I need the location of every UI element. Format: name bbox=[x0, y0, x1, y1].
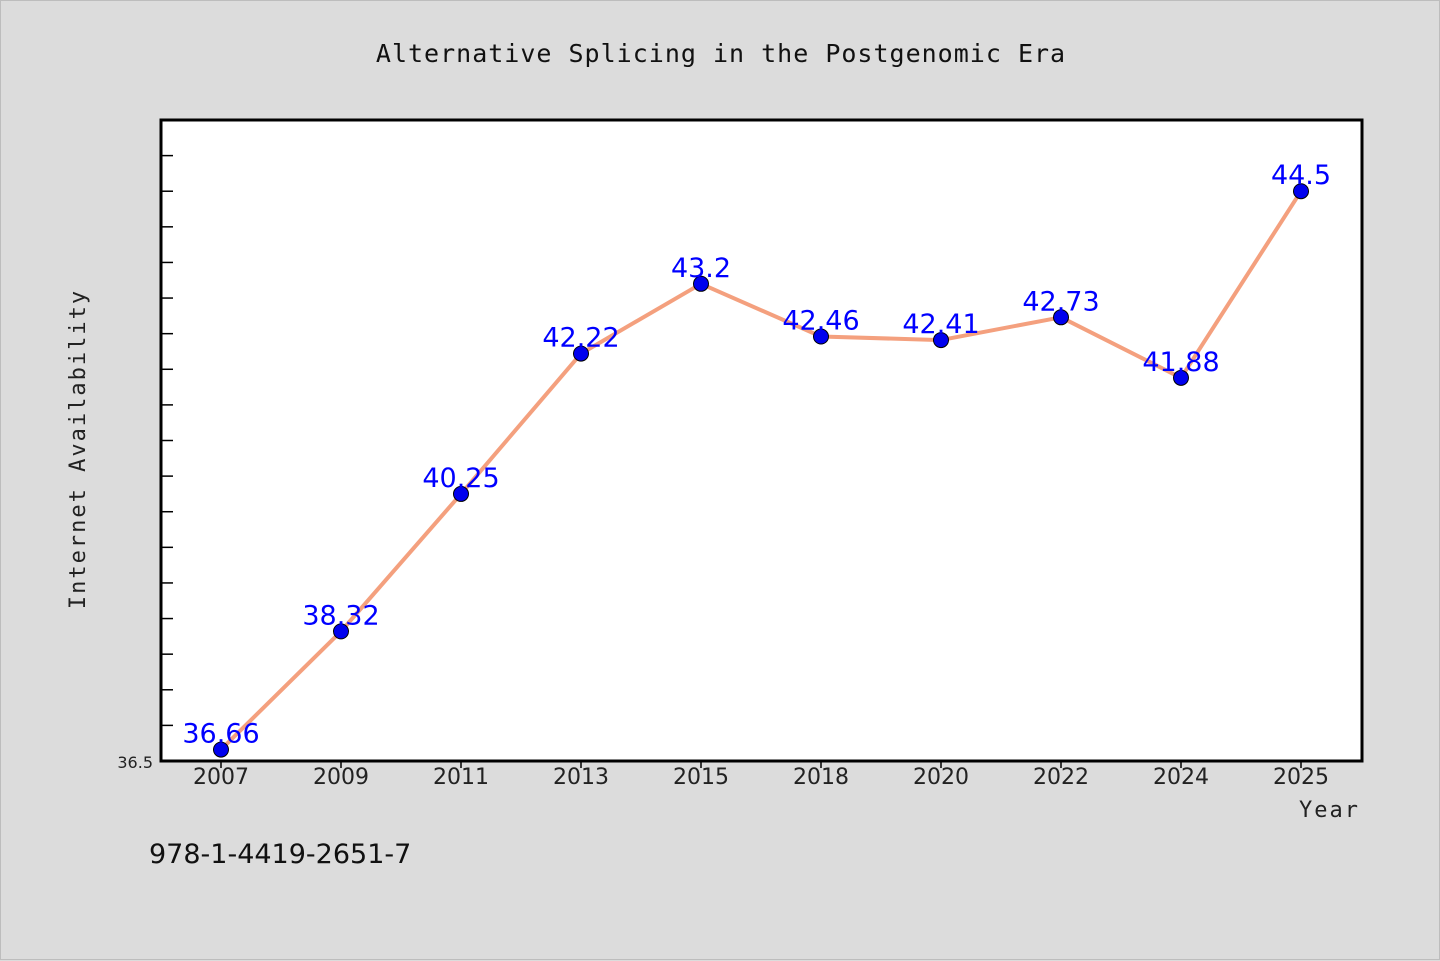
data-label: 40.25 bbox=[422, 463, 499, 494]
x-tick-label: 2011 bbox=[433, 765, 489, 790]
chart-title: Alternative Splicing in the Postgenomic … bbox=[376, 39, 1066, 68]
x-tick-label: 2018 bbox=[793, 765, 849, 790]
data-label: 36.66 bbox=[182, 719, 259, 750]
x-axis-tick-labels: 2007 2009 2011 2013 2015 2018 2020 2022 2024 2025 bbox=[193, 765, 1329, 790]
x-tick-label: 2025 bbox=[1273, 765, 1329, 790]
x-tick-label: 2020 bbox=[913, 765, 969, 790]
footer-isbn-text: 978-1-4419-2651-7 bbox=[149, 839, 411, 870]
x-axis-ticks bbox=[220, 761, 1302, 768]
data-point-marker bbox=[333, 623, 349, 640]
data-labels: 36.66 38.32 40.25 42.22 43.2 42.46 42.41 42.73 4… bbox=[182, 160, 1331, 749]
x-tick-label: 2007 bbox=[193, 765, 249, 790]
data-label: 42.46 bbox=[782, 306, 859, 337]
data-point-marker bbox=[813, 328, 829, 345]
data-label: 41.88 bbox=[1142, 347, 1219, 378]
data-point-marker bbox=[573, 345, 589, 362]
data-point-marker bbox=[1173, 369, 1189, 386]
series-group bbox=[219, 189, 1303, 752]
data-point-marker bbox=[453, 485, 469, 502]
x-axis-label: Year bbox=[1299, 798, 1360, 823]
y-axis-label: Internet Availability bbox=[66, 289, 91, 609]
data-point-marker bbox=[1053, 309, 1069, 326]
x-tick-label: 2022 bbox=[1033, 765, 1089, 790]
data-point-marker bbox=[933, 332, 949, 349]
data-label: 42.73 bbox=[1022, 286, 1099, 317]
series-line bbox=[219, 189, 1303, 752]
series-markers bbox=[213, 183, 1309, 758]
y-tick-label: 36.5 bbox=[117, 753, 153, 772]
plot-area bbox=[159, 118, 1364, 763]
x-tick-label: 2013 bbox=[553, 765, 609, 790]
y-axis-ticks bbox=[161, 119, 173, 762]
x-tick-label: 2024 bbox=[1153, 765, 1209, 790]
data-label: 38.32 bbox=[302, 600, 379, 631]
data-label: 42.22 bbox=[542, 323, 619, 354]
data-label: 44.5 bbox=[1271, 160, 1331, 191]
x-tick-label: 2009 bbox=[313, 765, 369, 790]
x-tick-label: 2015 bbox=[673, 765, 729, 790]
data-point-marker bbox=[213, 741, 229, 758]
data-label: 43.2 bbox=[671, 253, 731, 284]
data-point-marker bbox=[1293, 183, 1309, 200]
data-point-marker bbox=[693, 275, 709, 292]
data-label: 42.41 bbox=[902, 309, 979, 340]
